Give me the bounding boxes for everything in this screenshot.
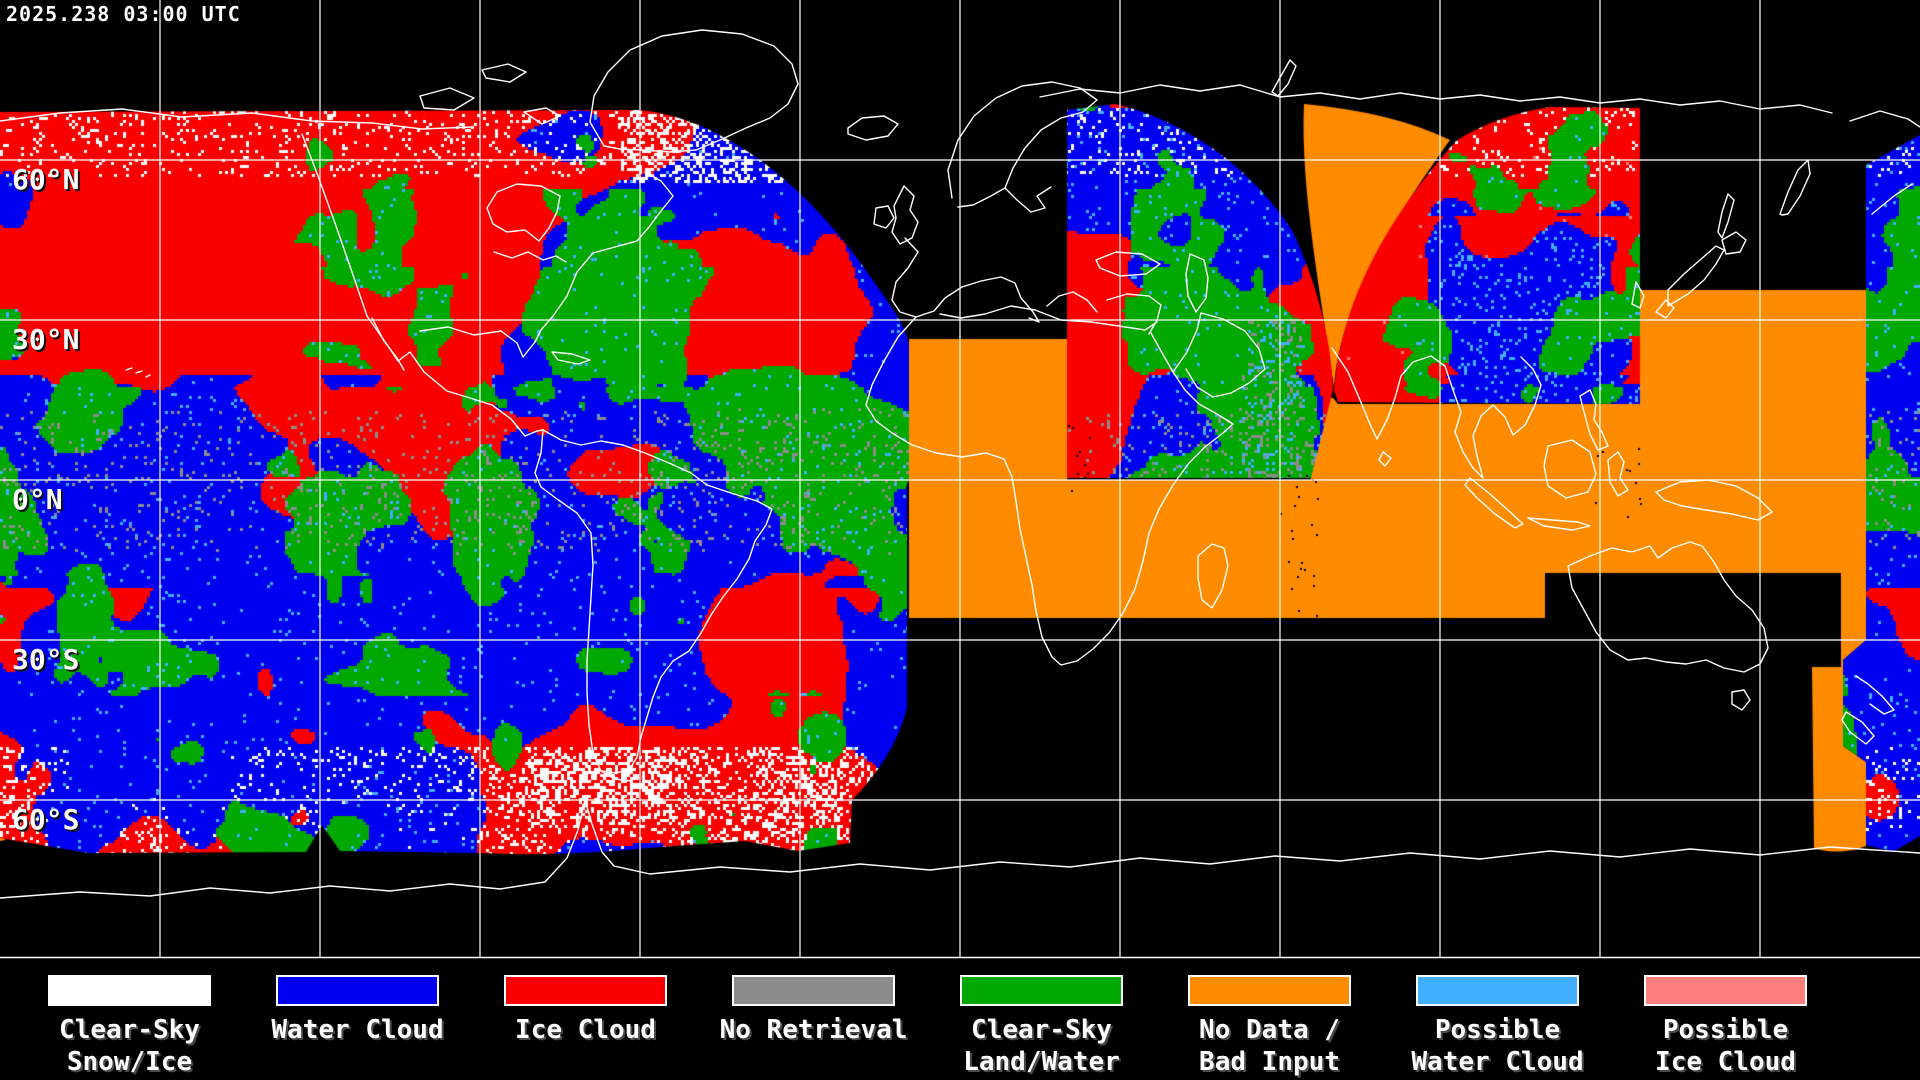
latitude-label: 0°N bbox=[12, 483, 63, 516]
legend-label-line: Ice Cloud bbox=[515, 1015, 656, 1045]
legend-label-line: No Data / bbox=[1199, 1015, 1340, 1045]
legend-label-line: Possible bbox=[1662, 1015, 1789, 1045]
legend-label: No Data / Bad Input bbox=[1156, 1014, 1384, 1078]
legend-label: Clear-Sky Land/Water bbox=[928, 1014, 1156, 1078]
graticule-gridlines bbox=[0, 0, 1920, 959]
legend-label: Possible Ice Cloud bbox=[1612, 1014, 1840, 1078]
legend-label: Ice Cloud bbox=[472, 1014, 700, 1046]
legend-item-ice_cloud: Ice Cloud bbox=[472, 975, 700, 1046]
legend-swatch-clear_sky_land_water bbox=[960, 975, 1123, 1006]
legend-label-line: Possible bbox=[1434, 1015, 1561, 1045]
legend-label-line: Ice Cloud bbox=[1655, 1047, 1796, 1077]
legend-label-line: Clear-Sky bbox=[59, 1015, 200, 1045]
legend-item-clear_sky_land_water: Clear-Sky Land/Water bbox=[928, 975, 1156, 1078]
legend-label-line: Land/Water bbox=[963, 1047, 1120, 1077]
legend-item-possible_ice_cloud: Possible Ice Cloud bbox=[1612, 975, 1840, 1078]
legend-item-no_retrieval: No Retrieval bbox=[700, 975, 928, 1046]
coastlines bbox=[0, 29, 1920, 899]
legend-swatch-water_cloud bbox=[276, 975, 439, 1006]
latitude-label: 60°S bbox=[12, 803, 80, 836]
legend-item-no_data_bad_input: No Data / Bad Input bbox=[1156, 975, 1384, 1078]
legend-swatch-no_data_bad_input bbox=[1188, 975, 1351, 1006]
legend-label-line: Water Cloud bbox=[271, 1015, 444, 1045]
legend: Clear-Sky Snow/Ice Water Cloud Ice Cloud No … bbox=[0, 960, 1920, 1080]
map-overlay bbox=[0, 0, 1920, 959]
legend-label-line: Snow/Ice bbox=[66, 1047, 193, 1077]
latitude-label: 60°N bbox=[12, 163, 80, 196]
legend-label-line: No Retrieval bbox=[719, 1015, 908, 1045]
timestamp: 2025.238 03:00 UTC bbox=[6, 2, 241, 26]
legend-label: Water Cloud bbox=[244, 1014, 472, 1046]
legend-item-possible_water_cloud: Possible Water Cloud bbox=[1384, 975, 1612, 1078]
legend-label-line: Bad Input bbox=[1199, 1047, 1340, 1077]
latitude-label: 30°S bbox=[12, 643, 80, 676]
legend-swatch-possible_ice_cloud bbox=[1644, 975, 1807, 1006]
legend-item-clear_sky_snow_ice: Clear-Sky Snow/Ice bbox=[16, 975, 244, 1078]
legend-item-water_cloud: Water Cloud bbox=[244, 975, 472, 1046]
legend-label-line: Clear-Sky bbox=[971, 1015, 1112, 1045]
legend-label-line: Water Cloud bbox=[1411, 1047, 1584, 1077]
latitude-label: 30°N bbox=[12, 323, 80, 356]
legend-swatch-no_retrieval bbox=[732, 975, 895, 1006]
legend-swatch-possible_water_cloud bbox=[1416, 975, 1579, 1006]
legend-label: No Retrieval bbox=[700, 1014, 928, 1046]
legend-swatch-clear_sky_snow_ice bbox=[48, 975, 211, 1006]
legend-label: Clear-Sky Snow/Ice bbox=[16, 1014, 244, 1078]
legend-swatch-ice_cloud bbox=[504, 975, 667, 1006]
legend-label: Possible Water Cloud bbox=[1384, 1014, 1612, 1078]
world-map: 2025.238 03:00 UTC 60°N 30°N 0°N 30°S 60°S bbox=[0, 0, 1920, 960]
